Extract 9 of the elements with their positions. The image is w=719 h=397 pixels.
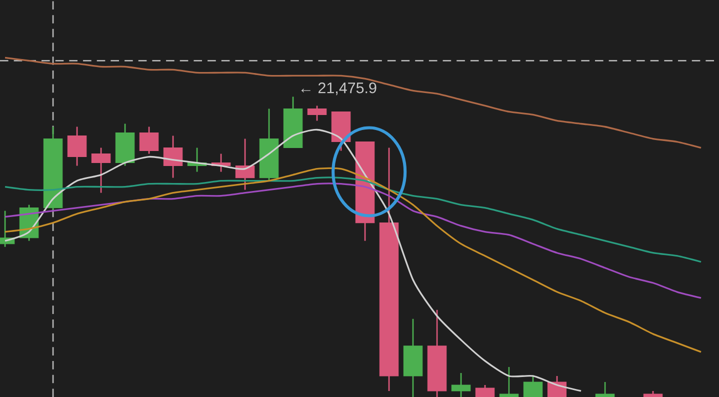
candlestick bbox=[91, 147, 111, 194]
candlestick bbox=[67, 126, 87, 166]
candlestick bbox=[307, 105, 327, 122]
candlestick bbox=[523, 375, 543, 397]
candlestick bbox=[595, 381, 615, 397]
text: ← 21,475.9 bbox=[301, 82, 376, 96]
candlestick bbox=[139, 126, 159, 154]
candlestick bbox=[451, 372, 471, 397]
candlestick bbox=[499, 366, 519, 397]
